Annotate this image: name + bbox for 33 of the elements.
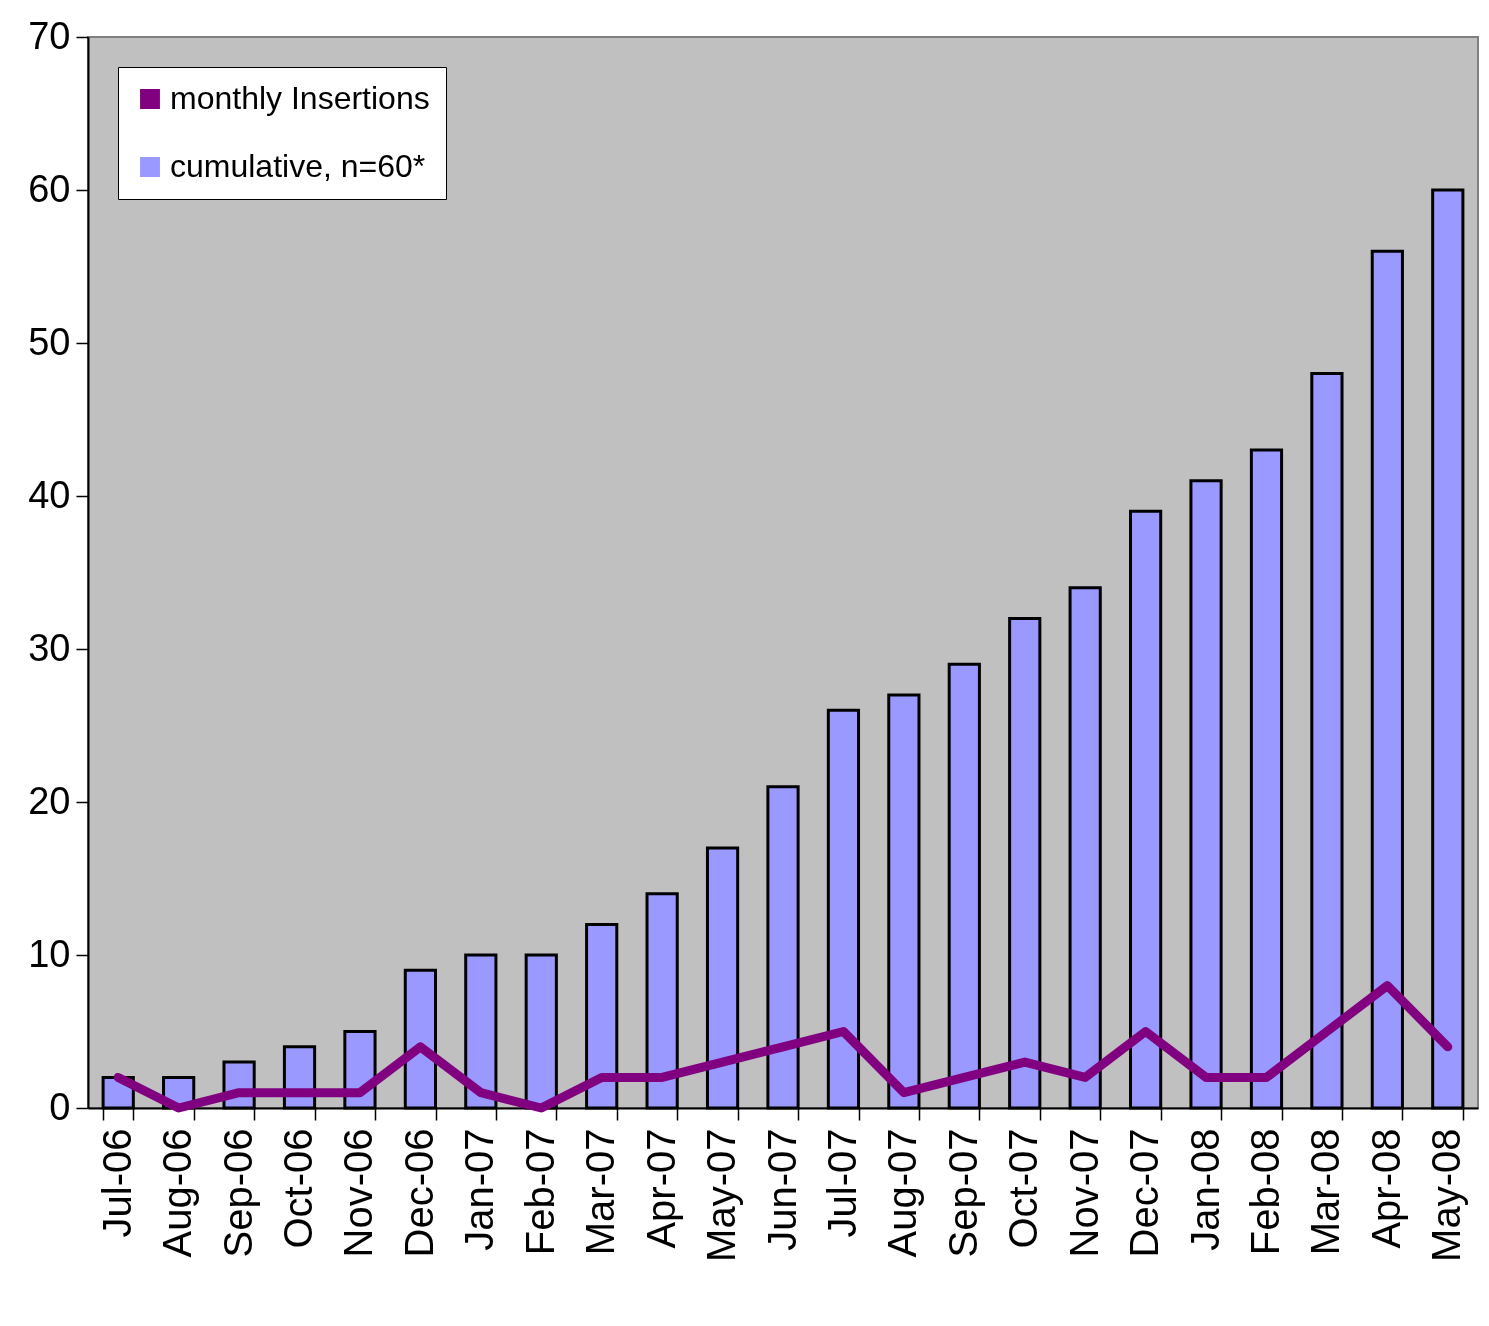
x-tick-label: Feb-08 — [1242, 1128, 1287, 1256]
y-tick-label: 50 — [28, 320, 71, 363]
x-tick-label: Dec-06 — [396, 1128, 441, 1258]
y-tick-label: 30 — [28, 626, 71, 669]
x-tick-label: Jun-07 — [759, 1128, 804, 1251]
x-tick-label: May-07 — [699, 1128, 744, 1262]
x-tick-label: Aug-07 — [880, 1128, 925, 1258]
x-tick-label: Oct-06 — [276, 1128, 321, 1249]
x-tick-label: Sep-06 — [215, 1128, 260, 1258]
x-tick-label: Feb-07 — [517, 1128, 562, 1256]
y-tick-label: 40 — [28, 473, 71, 516]
x-tick-label: Mar-07 — [578, 1128, 623, 1256]
x-tick-label: Jan-08 — [1182, 1128, 1227, 1251]
x-tick-label: Dec-07 — [1122, 1128, 1167, 1258]
x-tick-label: Jul-07 — [819, 1128, 864, 1238]
x-tick-label: Sep-07 — [940, 1128, 985, 1258]
x-tick-label: Nov-07 — [1061, 1128, 1106, 1258]
legend-label: cumulative, n=60* — [170, 148, 426, 184]
y-tick-label: 20 — [28, 779, 71, 822]
x-tick-label: Oct-07 — [1001, 1128, 1046, 1249]
x-tick-label: May-08 — [1424, 1128, 1469, 1262]
x-tick-label: Mar-08 — [1303, 1128, 1348, 1256]
y-tick-label: 60 — [28, 167, 71, 210]
x-tick-label: Apr-07 — [638, 1128, 683, 1249]
x-tick-label: Aug-06 — [155, 1128, 200, 1258]
x-tick-label: Jan-07 — [457, 1128, 502, 1251]
legend-label: monthly Insertions — [170, 80, 430, 116]
x-tick-label: Nov-06 — [336, 1128, 381, 1258]
y-tick-label: 70 — [28, 14, 71, 57]
y-tick-label: 10 — [28, 932, 71, 975]
x-tick-label: Apr-08 — [1363, 1128, 1408, 1249]
x-tick-label: Jul-06 — [94, 1128, 139, 1238]
y-tick-label: 0 — [49, 1085, 71, 1128]
